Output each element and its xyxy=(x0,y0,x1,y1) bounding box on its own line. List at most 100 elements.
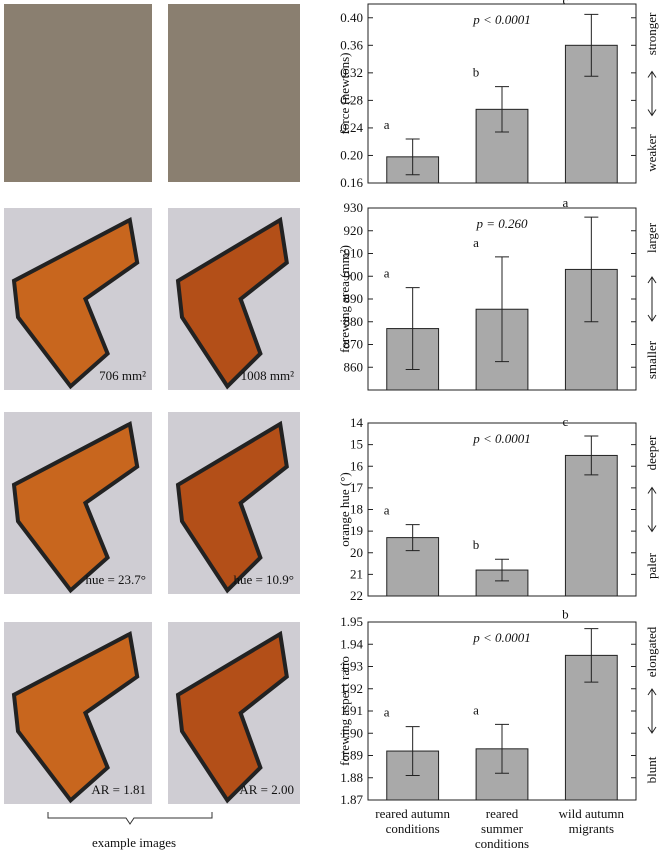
photo-caption: 1008 mm² xyxy=(241,368,294,383)
error-bar xyxy=(495,86,509,133)
y-tick-label: 17 xyxy=(350,480,364,495)
annotation: p < 0.0001 xyxy=(472,431,531,446)
butterfly xyxy=(175,420,289,594)
y-tick-label: 1.93 xyxy=(340,659,363,674)
y-axis-label: forewing aspect ratio xyxy=(337,656,352,766)
y-tick-label: 1.95 xyxy=(340,614,363,629)
photo xyxy=(4,4,152,182)
y-tick-label: 1.89 xyxy=(340,748,363,763)
photo-caption: hue = 10.9° xyxy=(233,572,294,587)
direction-label: weaker xyxy=(644,134,659,172)
y-tick-label: 930 xyxy=(344,200,364,215)
y-tick-label: 19 xyxy=(350,523,363,538)
y-tick-label: 18 xyxy=(350,502,363,517)
significance-letter: a xyxy=(384,705,390,720)
annotation: p < 0.0001 xyxy=(472,12,531,27)
footer: example images xyxy=(92,835,176,850)
double-arrow xyxy=(647,688,657,734)
y-tick-label: 0.28 xyxy=(340,92,363,107)
error-bar xyxy=(584,628,599,683)
direction-label: paler xyxy=(644,552,659,579)
y-tick-label: 16 xyxy=(350,458,364,473)
y-tick-label: 920 xyxy=(344,223,364,238)
y-tick-label: 870 xyxy=(344,337,364,352)
y-tick-label: 900 xyxy=(344,268,364,283)
y-tick-label: 0.20 xyxy=(340,147,363,162)
significance-letter: b xyxy=(473,65,480,80)
y-tick-label: 890 xyxy=(344,291,364,306)
error-bar xyxy=(495,256,509,363)
y-axis-label: forewing area (mm²) xyxy=(337,245,352,353)
y-tick-label: 0.40 xyxy=(340,10,363,25)
double-arrow xyxy=(647,276,657,322)
y-axis-label: orange hue (°) xyxy=(337,472,352,547)
significance-letter: a xyxy=(384,503,390,518)
y-tick-label: 0.24 xyxy=(340,120,363,135)
y-tick-label: 15 xyxy=(350,437,363,452)
significance-letter: c xyxy=(562,414,568,429)
significance-letter: a xyxy=(473,702,479,717)
butterfly xyxy=(11,216,140,390)
significance-letter: b xyxy=(562,607,569,622)
error-bar xyxy=(405,726,420,777)
error-bar xyxy=(405,524,420,552)
direction-label: larger xyxy=(644,222,659,253)
photo-caption: hue = 23.7° xyxy=(85,572,146,587)
y-tick-label: 1.87 xyxy=(340,792,363,807)
y-tick-label: 860 xyxy=(344,359,364,374)
y-tick-label: 0.36 xyxy=(340,37,363,52)
x-tick-label: reared summer conditions xyxy=(474,806,530,851)
error-bar xyxy=(584,435,599,476)
significance-letter: b xyxy=(473,537,480,552)
significance-letter: a xyxy=(384,117,390,132)
plot-frame xyxy=(367,3,637,184)
error-bar xyxy=(495,723,509,774)
y-tick-label: 21 xyxy=(350,566,363,581)
double-arrow xyxy=(647,486,657,533)
photo-caption: 706 mm² xyxy=(99,368,146,383)
y-tick-label: 20 xyxy=(350,545,363,560)
y-tick-label: 1.90 xyxy=(340,725,363,740)
x-tick-label: wild autumn migrants xyxy=(558,806,624,836)
significance-letter: a xyxy=(562,195,568,210)
double-arrow xyxy=(647,70,657,117)
butterfly xyxy=(175,630,289,804)
error-bar xyxy=(584,216,599,323)
plot-frame xyxy=(367,621,637,801)
bracket xyxy=(47,812,213,825)
x-tick-label: reared autumn conditions xyxy=(375,806,451,836)
significance-letter: a xyxy=(473,235,479,250)
error-bar xyxy=(584,13,599,77)
y-tick-label: 1.94 xyxy=(340,636,363,651)
y-tick-label: 0.16 xyxy=(340,175,363,190)
y-tick-label: 1.88 xyxy=(340,770,363,785)
direction-label: stronger xyxy=(644,12,659,55)
y-tick-label: 1.91 xyxy=(340,703,363,718)
error-bar xyxy=(405,287,420,371)
y-tick-label: 14 xyxy=(350,415,364,430)
direction-label: deeper xyxy=(644,435,659,470)
direction-label: blunt xyxy=(644,756,659,783)
y-tick-label: 880 xyxy=(344,314,364,329)
bar xyxy=(564,454,618,597)
direction-label: smaller xyxy=(644,340,659,379)
butterfly xyxy=(11,630,140,804)
annotation: p < 0.0001 xyxy=(472,630,531,645)
butterfly xyxy=(11,420,140,594)
y-axis-label: force (newtons) xyxy=(337,53,352,135)
y-tick-label: 0.32 xyxy=(340,65,363,80)
photo-caption: AR = 1.81 xyxy=(91,782,146,797)
photo-caption: AR = 2.00 xyxy=(239,782,294,797)
error-bar xyxy=(495,558,509,582)
y-tick-label: 22 xyxy=(350,588,363,603)
photo xyxy=(168,4,300,182)
butterfly xyxy=(175,216,289,390)
significance-letter: a xyxy=(384,266,390,281)
error-bar xyxy=(405,138,420,176)
direction-label: elongated xyxy=(644,626,659,677)
plot-frame xyxy=(367,207,637,391)
y-tick-label: 910 xyxy=(344,246,364,261)
plot-frame xyxy=(367,422,637,597)
